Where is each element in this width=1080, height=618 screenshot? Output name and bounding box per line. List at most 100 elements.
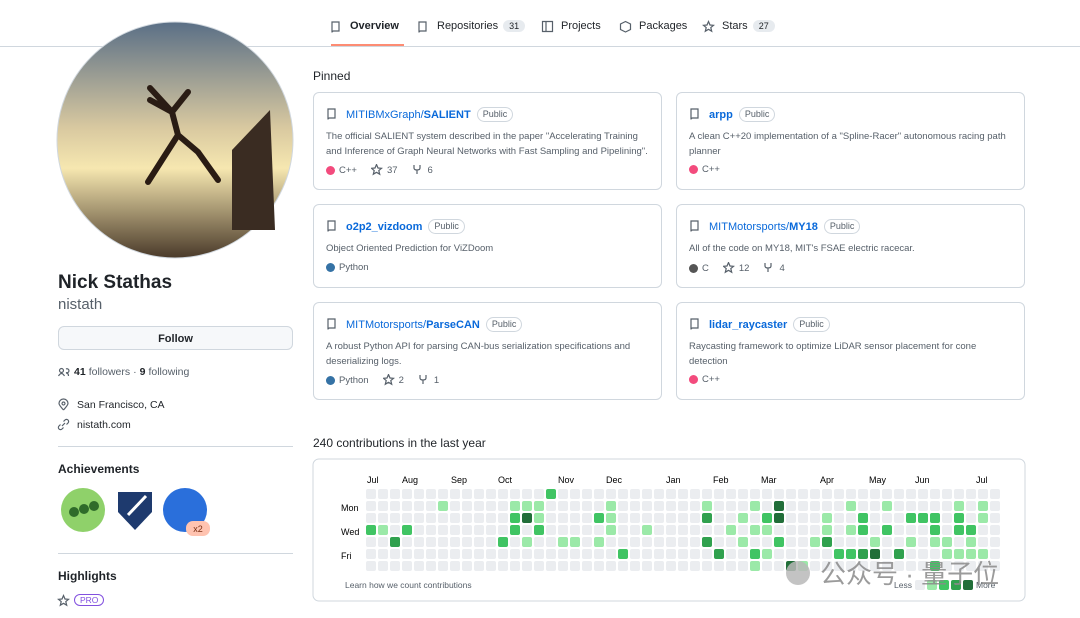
contribution-cell	[498, 513, 508, 523]
repo-name: arpp	[709, 109, 733, 121]
contribution-cell	[966, 561, 976, 571]
legend-swatch	[951, 580, 961, 590]
visibility: Public	[823, 219, 861, 234]
forks: 1	[433, 374, 440, 386]
contribution-cell	[714, 501, 724, 511]
contribution-cell	[978, 489, 988, 499]
contribution-cell	[450, 525, 460, 535]
contribution-cell	[570, 513, 580, 523]
contribution-cell	[426, 549, 436, 559]
contribution-cell	[786, 501, 796, 511]
nav-tab[interactable]: Packages	[639, 20, 688, 32]
repo-icon	[690, 220, 699, 232]
contribution-cell	[534, 525, 544, 535]
nav-tab[interactable]: Projects	[561, 20, 601, 32]
contribution-cell	[762, 549, 772, 559]
repo-title[interactable]: MITIBMxGraph/SALIENT Public	[346, 107, 514, 122]
contribution-cell	[510, 561, 520, 571]
contribution-cell	[510, 489, 520, 499]
contribution-cell	[738, 561, 748, 571]
contribution-cell	[570, 501, 580, 511]
contribution-cell	[930, 513, 940, 523]
contribution-cell	[534, 549, 544, 559]
contribution-cell	[510, 513, 520, 523]
language-dot	[689, 165, 698, 174]
contribution-cell	[726, 561, 736, 571]
contribution-cell	[558, 501, 568, 511]
contribution-cell	[642, 549, 652, 559]
contribution-cell	[534, 489, 544, 499]
forks: 4	[779, 262, 785, 274]
follow-button[interactable]: Follow	[58, 326, 293, 350]
avatar-building	[232, 110, 275, 230]
website[interactable]: nistath.com	[77, 419, 131, 431]
contribution-cell	[714, 561, 724, 571]
contribution-cell	[546, 549, 556, 559]
contribution-cell	[678, 513, 688, 523]
visibility: Public	[793, 317, 830, 332]
contribution-cell	[714, 549, 724, 559]
contribution-cell	[522, 561, 532, 571]
contribution-cell	[894, 501, 904, 511]
contribution-cell	[798, 501, 808, 511]
contribution-cell	[954, 513, 964, 523]
contribution-cell	[510, 537, 520, 547]
contribution-cell	[522, 489, 532, 499]
contribution-cell	[810, 561, 820, 571]
contribution-cell	[870, 549, 880, 559]
nav-tab[interactable]: Repositories	[437, 20, 499, 32]
contribution-cell	[654, 537, 664, 547]
contribution-cell	[450, 489, 460, 499]
repo-meta: C 12 4	[689, 262, 795, 274]
repo-name-text: ParseCAN	[426, 318, 480, 331]
stars-icon	[382, 374, 395, 386]
contribution-cell	[990, 537, 1000, 547]
contribution-cell	[414, 501, 424, 511]
contributions-heading: 240 contributions in the last year	[313, 436, 486, 450]
contribution-box	[312, 458, 1026, 602]
contribution-cell	[774, 525, 784, 535]
badge-multiplier: x2	[193, 524, 203, 534]
contribution-cell	[954, 537, 964, 547]
follow-following_label: following	[148, 366, 190, 378]
contribution-cell	[726, 513, 736, 523]
pro-badge: PRO	[74, 594, 105, 606]
contribution-cell	[750, 513, 760, 523]
month-label: Jul	[367, 475, 379, 485]
repo-card: arpp Public A clean C++20 implementation o…	[676, 92, 1025, 190]
follow-stats: 41 followers · 9 following	[74, 366, 189, 378]
contribution-cell	[474, 537, 484, 547]
contribution-cell	[570, 489, 580, 499]
contribution-cell	[930, 549, 940, 559]
stars-icon	[370, 164, 383, 176]
contribution-cell	[702, 489, 712, 499]
people-icon	[57, 367, 70, 377]
contribution-cell	[630, 549, 640, 559]
contribution-cell	[690, 525, 700, 535]
contribution-cell	[762, 525, 772, 535]
contribution-cell	[798, 489, 808, 499]
contribution-cell	[390, 537, 400, 547]
contribution-cell	[594, 513, 604, 523]
contribution-cell	[462, 525, 472, 535]
repo-title[interactable]: arpp Public	[709, 107, 776, 122]
repo-description: Object Oriented Prediction for ViZDoom	[326, 243, 494, 254]
contribution-cell	[546, 513, 556, 523]
repo-title[interactable]: lidar_raycaster Public	[709, 317, 830, 332]
day-label: Fri	[341, 551, 352, 561]
repo-title[interactable]: MITMotorsports/MY18 Public	[709, 219, 861, 234]
repo-title[interactable]: MITMotorsports/ParseCAN Public	[346, 317, 523, 332]
profile-name: Nick Stathas	[58, 272, 173, 293]
contribution-cell	[714, 525, 724, 535]
nav-tab[interactable]: Stars	[722, 20, 748, 32]
contribution-cell	[546, 561, 556, 571]
contribution-cell	[678, 489, 688, 499]
nav-tab[interactable]: Overview	[350, 20, 399, 32]
tab-icon	[331, 21, 340, 33]
visibility: Public	[485, 317, 523, 332]
repo-title[interactable]: o2p2_vizdoom Public	[346, 219, 465, 234]
contribution-cell	[378, 549, 388, 559]
contribution-cell	[594, 525, 604, 535]
contribution-cell	[774, 561, 784, 571]
contribution-cell	[786, 513, 796, 523]
